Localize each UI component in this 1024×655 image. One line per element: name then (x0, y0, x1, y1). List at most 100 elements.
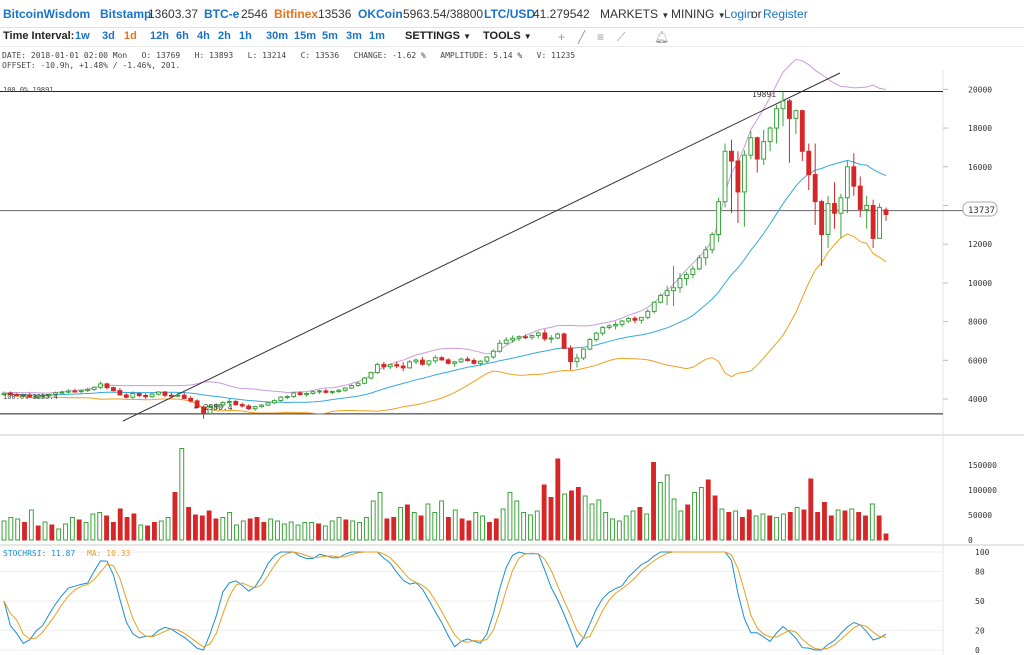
volume-bar (261, 522, 267, 541)
interval-2h[interactable]: 2h (218, 30, 231, 42)
ticker-bitstamp-name[interactable]: Bitstamp (100, 7, 152, 21)
tools-menu[interactable]: TOOLS ▼ (483, 30, 532, 42)
candle-body (484, 356, 490, 362)
volume-bar (760, 513, 766, 541)
candle-body (561, 333, 567, 349)
volume-bar (398, 507, 403, 541)
interval-3d[interactable]: 3d (102, 30, 115, 42)
candle-body (156, 391, 161, 395)
crosshair-icon[interactable]: + (558, 30, 566, 44)
register-link[interactable]: Register (763, 7, 808, 21)
candle-body (355, 382, 361, 387)
ticker-ltcusd-name[interactable]: LTC/USD (484, 7, 536, 21)
volume-bar (562, 493, 568, 541)
candle-body (658, 294, 664, 303)
bell-icon[interactable]: 🔔︎ (654, 30, 670, 44)
candle-body (310, 391, 316, 395)
candle-body (883, 209, 889, 215)
candle-body (432, 357, 438, 362)
fib-bottom-label: 100.0% 3235.4 (3, 393, 58, 401)
ticker-btce-name[interactable]: BTC-e (204, 7, 240, 21)
ticker-bitfinex-name[interactable]: Bitfinex (274, 7, 319, 21)
fib-tool-icon[interactable]: ⟋ (617, 30, 626, 44)
markets-menu[interactable]: MARKETS ▼ (600, 7, 669, 21)
candle-body (394, 364, 400, 367)
volume-bar (883, 533, 889, 541)
fib-top-label: 100.0% 19891 (3, 86, 54, 94)
candle-body (336, 389, 342, 392)
horizontal-lines-icon[interactable]: ≡ (597, 30, 605, 44)
volume-bar (500, 508, 506, 541)
chevron-down-icon: ▼ (717, 11, 726, 20)
interval-1m[interactable]: 1m (369, 30, 385, 42)
candle-body (278, 396, 284, 402)
candle-body (523, 336, 528, 339)
candle-body (452, 361, 458, 364)
candle-body (304, 393, 310, 396)
volume-bar (418, 515, 424, 541)
candle-body (580, 348, 586, 359)
stoch-tick-label: 100 (975, 548, 990, 557)
volume-bar (603, 512, 609, 541)
volume-bar (329, 520, 335, 541)
volume-bar (275, 520, 280, 541)
volume-bar (863, 515, 868, 541)
candle-body (265, 402, 271, 406)
candle-body (407, 361, 413, 369)
interval-15m[interactable]: 15m (294, 30, 317, 42)
candle-body (741, 154, 747, 193)
volume-bar (411, 512, 417, 541)
candle-body (651, 301, 657, 312)
candle-body (374, 363, 380, 374)
volume-bar (302, 522, 308, 541)
candle-body (735, 160, 741, 193)
interval-4h[interactable]: 4h (197, 30, 210, 42)
candle-body (864, 204, 870, 210)
mining-menu[interactable]: MINING ▼ (671, 7, 726, 21)
volume-bar (767, 515, 773, 541)
candle-body (619, 320, 625, 325)
candle-body (857, 185, 863, 210)
volume-bar (288, 521, 294, 541)
volume-bar (664, 474, 670, 541)
volume-bar (610, 518, 615, 541)
trendline-icon[interactable]: ╱ (578, 30, 586, 44)
interval-1w[interactable]: 1w (75, 30, 90, 42)
interval-6h[interactable]: 6h (176, 30, 189, 42)
volume-bar (8, 517, 14, 541)
candle-body (168, 394, 174, 397)
settings-menu[interactable]: SETTINGS ▼ (405, 30, 471, 42)
interval-3m[interactable]: 3m (346, 30, 362, 42)
candle-body (246, 405, 252, 410)
stoch-tick-label: 0 (975, 646, 980, 655)
volume-bar (240, 520, 246, 541)
candle-body (729, 150, 734, 162)
interval-5m[interactable]: 5m (322, 30, 338, 42)
price-tick-label: 10000 (968, 279, 992, 288)
volume-bar (657, 482, 663, 541)
login-link[interactable]: Login (724, 7, 754, 21)
volume-bar (110, 522, 116, 541)
interval-30m[interactable]: 30m (266, 30, 289, 42)
volume-bar (384, 518, 390, 541)
candle-body (104, 383, 110, 389)
interval-12h[interactable]: 12h (150, 30, 169, 42)
volume-bar (466, 520, 472, 541)
interval-1d[interactable]: 1d (124, 30, 137, 42)
ticker-okcoin-name[interactable]: OKCoin (358, 7, 403, 21)
interval-1h[interactable]: 1h (239, 30, 252, 42)
price-tick-label: 8000 (968, 318, 987, 327)
candle-body (317, 390, 322, 393)
candle-body (27, 394, 33, 398)
candle-body (626, 317, 631, 322)
tools-label: TOOLS (483, 30, 521, 42)
ticker-bitfinex-price: 13536 (318, 7, 352, 21)
candle-body (542, 332, 548, 340)
candle-body (46, 394, 52, 397)
trend-line (122, 72, 841, 422)
candle-body (175, 394, 181, 397)
candle-body (65, 390, 71, 393)
candle-body (1, 392, 7, 396)
site-logo[interactable]: BitcoinWisdom (3, 7, 91, 21)
